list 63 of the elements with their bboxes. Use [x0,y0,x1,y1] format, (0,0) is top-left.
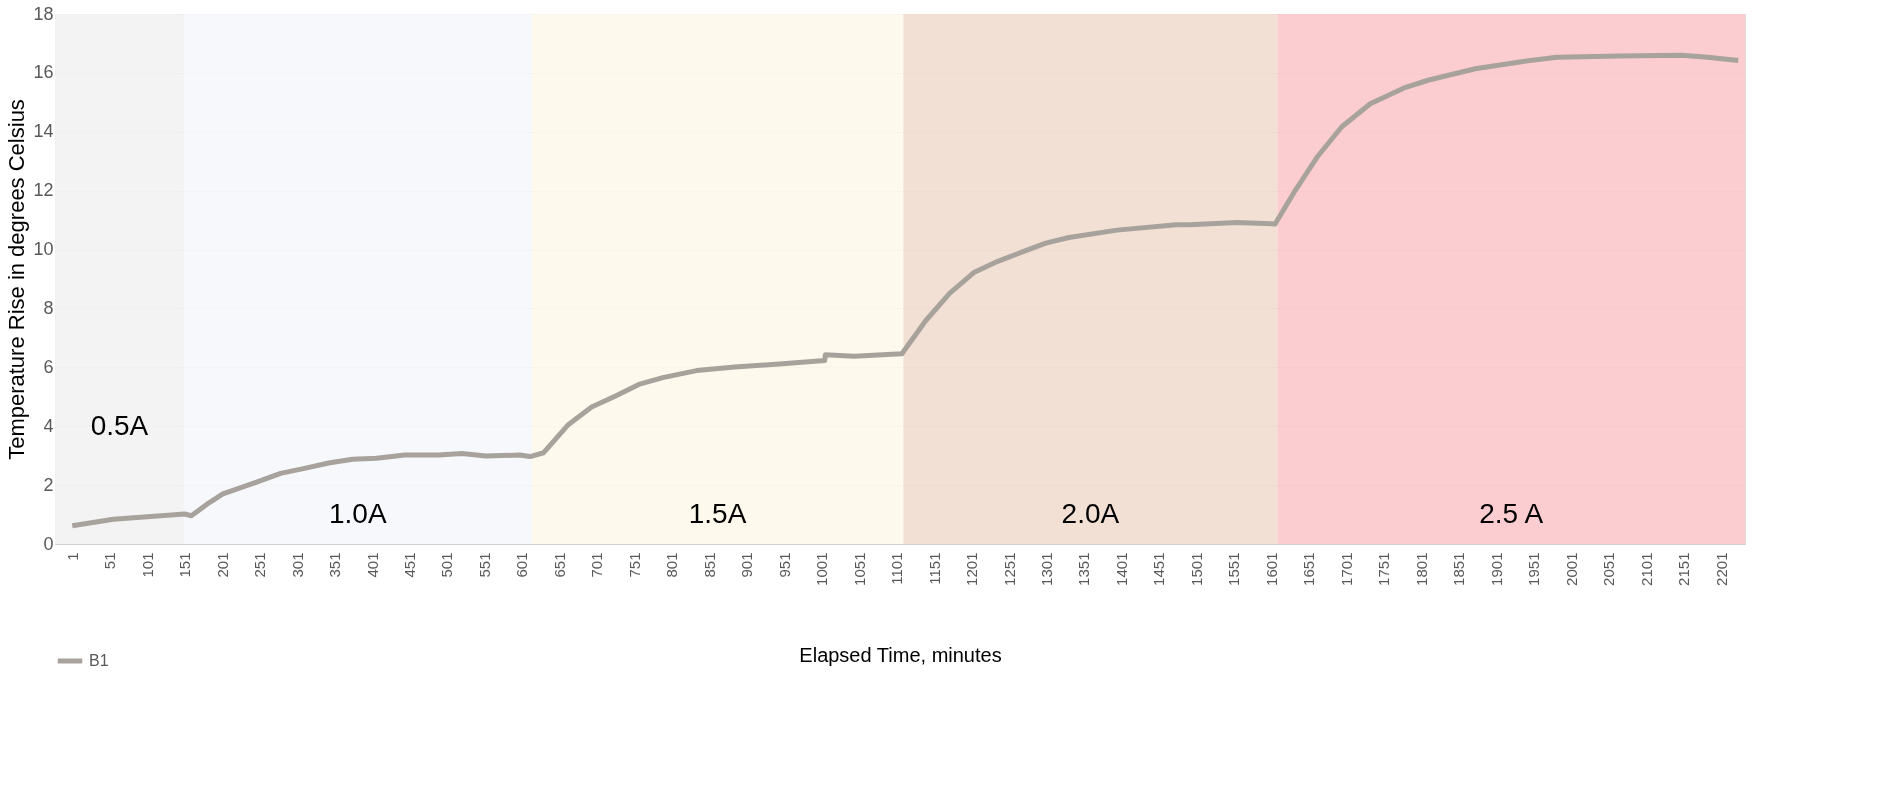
x-tick-label: 1001 [813,552,831,586]
legend-label: B1 [89,652,109,669]
x-tick-label: 1651 [1300,552,1318,586]
x-tick-label: 1101 [888,552,906,585]
y-tick-label: 6 [43,356,54,377]
band-label: 0.5A [90,410,149,442]
x-tick-label: 401 [363,552,381,578]
x-tick-label: 701 [588,552,606,578]
x-tick-label: 2101 [1637,552,1655,586]
x-tick-label: 851 [700,552,718,578]
x-tick-label: 651 [550,552,568,578]
y-tick-label: 18 [33,3,54,24]
y-tick-label: 14 [33,121,54,142]
y-tick-label: 10 [33,239,54,260]
x-tick-label: 951 [775,552,793,578]
x-tick-label: 1451 [1150,552,1168,586]
x-tick-label: 901 [738,552,756,578]
x-tick-label: 51 [101,552,119,570]
band-label: 1.0A [328,497,387,529]
x-tick-label: 1951 [1525,552,1543,586]
x-tick-label: 1701 [1337,552,1355,586]
x-tick-label: 101 [138,552,156,578]
x-tick-label: 1501 [1187,552,1205,586]
x-tick-label: 1051 [850,552,868,586]
x-tick-label: 801 [663,552,681,578]
x-tick-label: 301 [288,552,306,578]
x-tick-label: 1151 [925,552,943,585]
x-tick-label: 451 [400,552,418,578]
x-tick-label: 751 [625,552,643,578]
y-tick-label: 4 [43,415,54,436]
x-tick-label: 501 [438,552,456,578]
y-tick-label: 0 [43,533,54,554]
x-tick-label: 2051 [1600,552,1618,586]
x-tick-label: 2001 [1562,552,1580,586]
band-label: 2.0A [1061,497,1120,529]
x-tick-label: 1351 [1075,552,1093,586]
x-tick-label: 1901 [1487,552,1505,586]
y-tick-label: 16 [33,62,54,83]
x-tick-label: 551 [475,552,493,578]
band-label: 2.5 A [1479,497,1544,529]
x-tick-label: 1201 [963,552,981,586]
x-tick-label: 1751 [1375,552,1393,586]
x-tick-label: 1401 [1112,552,1130,586]
x-tick-label: 151 [176,552,194,578]
x-tick-label: 601 [513,552,531,578]
y-tick-label: 8 [43,297,54,318]
y-tick-label: 2 [43,474,54,495]
x-axis-title: Elapsed Time, minutes [799,643,1002,666]
band-label: 1.5A [688,497,747,529]
y-axis-title: Temperature Rise in degrees Celsius [4,99,30,460]
x-tick-label: 251 [251,552,269,578]
x-tick-label: 201 [213,552,231,578]
x-tick-label: 1801 [1412,552,1430,586]
x-tick-label: 2201 [1712,552,1730,586]
x-tick-label: 1 [63,552,81,561]
x-tick-label: 2151 [1675,552,1693,586]
x-tick-label: 1601 [1262,552,1280,586]
x-tick-label: 1301 [1038,552,1056,586]
x-tick-label: 1851 [1450,552,1468,586]
y-tick-label: 12 [33,180,54,201]
x-tick-label: 351 [326,552,344,578]
x-tick-label: 1551 [1225,552,1243,586]
x-tick-label: 1251 [1000,552,1018,586]
